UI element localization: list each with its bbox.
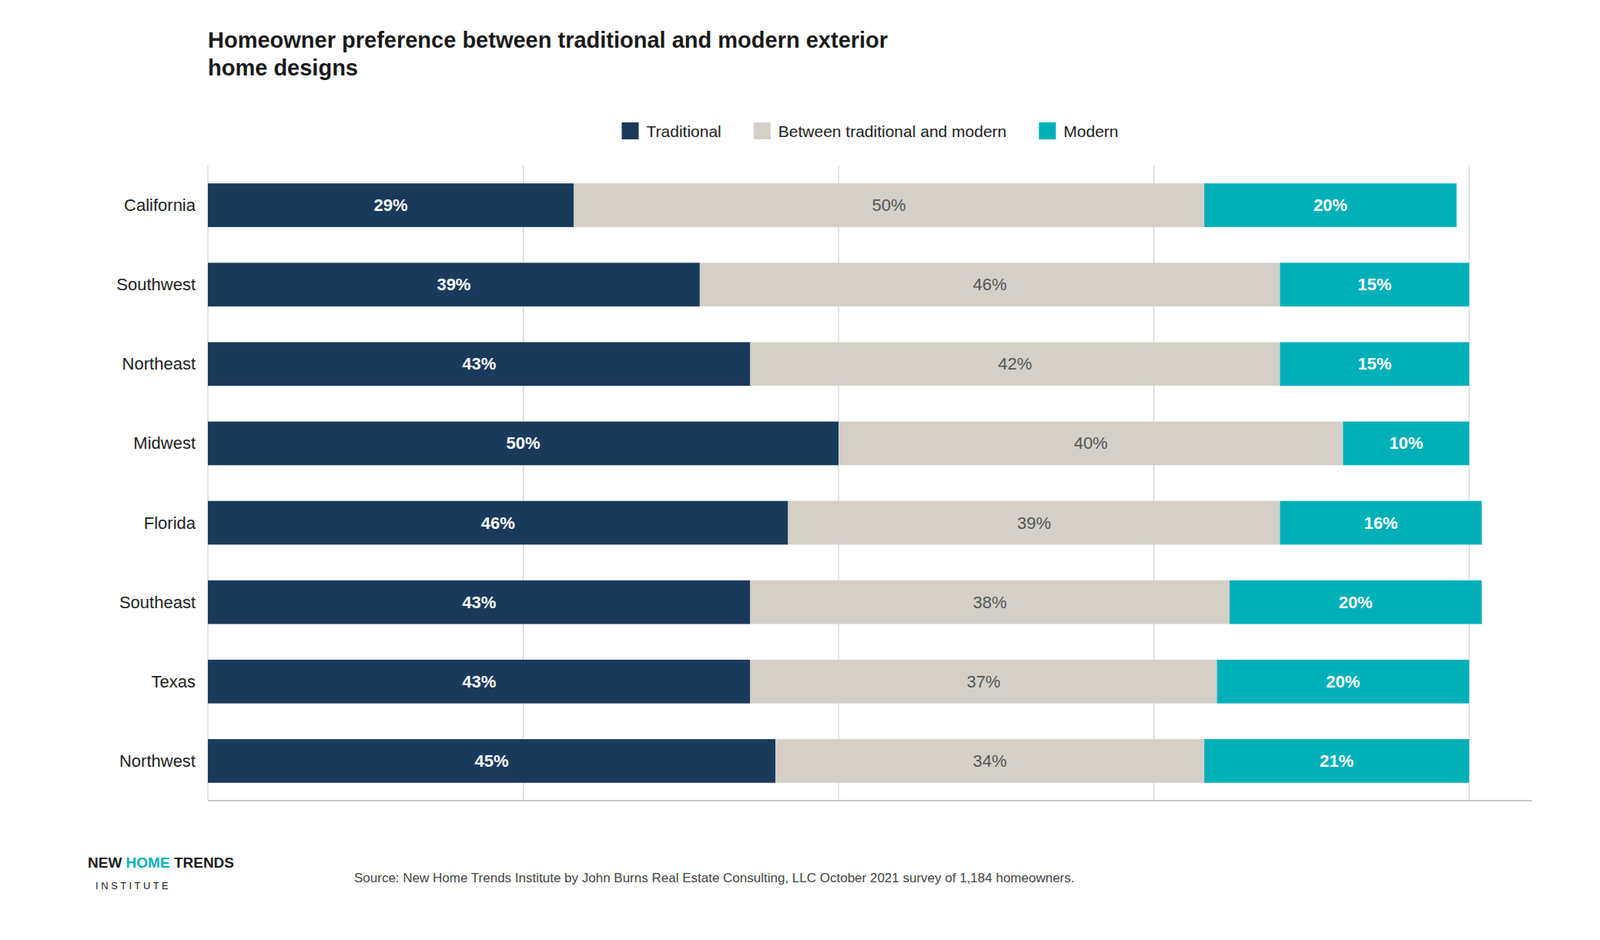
title: Homeowner preference between traditional… <box>207 27 888 81</box>
data-label: 20% <box>1325 672 1360 692</box>
x-axis-line <box>207 800 1533 802</box>
data-label: 29% <box>374 195 409 215</box>
logo-word: TRENDS <box>170 854 235 871</box>
bar-segment <box>207 659 750 704</box>
data-label: 15% <box>1357 354 1392 374</box>
bar-segment <box>749 659 1217 704</box>
source-text: Source: New Home Trends Institute by Joh… <box>354 870 1075 886</box>
data-label: 43% <box>461 672 496 692</box>
bar-segment <box>838 421 1343 466</box>
bar-segment <box>207 580 750 625</box>
data-label: 39% <box>1017 513 1052 533</box>
bar-segment <box>573 183 1205 228</box>
grid <box>207 165 1470 801</box>
title-line: home designs <box>207 55 359 81</box>
data-label: 15% <box>1357 274 1392 295</box>
legend-label: Traditional <box>646 122 721 141</box>
bar-segment <box>1204 739 1470 784</box>
bar-segment <box>1216 659 1470 704</box>
data-label: 16% <box>1363 513 1398 533</box>
chart: Homeowner preference between traditional… <box>0 0 1600 940</box>
data-label: 38% <box>973 592 1008 613</box>
legend-item: Modern <box>1038 122 1118 141</box>
bar-segment <box>1279 262 1470 307</box>
legend: Traditional Between traditional and moder… <box>621 122 1118 141</box>
legend-label: Between traditional and modern <box>778 122 1008 141</box>
bar-segment <box>749 580 1229 625</box>
bar-segment <box>749 341 1280 386</box>
legend-label: Modern <box>1063 122 1118 141</box>
bar-segment <box>207 183 574 228</box>
legend-swatch <box>753 122 771 140</box>
data-label: 37% <box>966 672 1001 692</box>
data-label: 42% <box>997 354 1032 374</box>
data-label: 43% <box>461 592 496 613</box>
bar-segment <box>788 501 1281 546</box>
data-label: 43% <box>461 354 496 374</box>
grid-line <box>1153 165 1155 801</box>
bar-segment <box>1279 341 1470 386</box>
data-label: 45% <box>475 751 509 771</box>
data-label: 50% <box>506 433 541 453</box>
bar-segment <box>207 341 750 386</box>
y-tick-label: Southeast <box>119 592 196 613</box>
data-label: 40% <box>1074 433 1108 453</box>
grid-line <box>838 165 840 801</box>
bar-segment <box>1279 501 1482 546</box>
legend-item: Between traditional and modern <box>753 122 1008 141</box>
data-label: 46% <box>481 513 516 533</box>
y-tick-label: Southwest <box>116 274 196 295</box>
bars <box>207 183 1482 784</box>
data-label: 20% <box>1313 195 1348 215</box>
logo-institute: I N S T I T U T E <box>95 880 169 892</box>
bar-segment <box>1229 580 1483 625</box>
data-label: 34% <box>973 751 1008 771</box>
data-label: 10% <box>1389 433 1423 453</box>
data-labels: 29% 39% 43% 50% 46% 43% 43% 45% 50% 46% 42% 40% 39% 3… <box>374 195 1424 771</box>
bar-segment <box>1204 183 1457 228</box>
legend-item: Traditional <box>621 122 721 141</box>
logo-word: NEW <box>87 854 122 871</box>
bar-segment <box>699 262 1281 307</box>
bar-segment <box>1342 421 1470 466</box>
bar-segment <box>775 739 1205 784</box>
data-label: 20% <box>1338 592 1373 613</box>
grid-line <box>207 165 209 801</box>
y-tick-label: California <box>123 195 197 215</box>
y-tick-label: Texas <box>151 672 196 692</box>
data-label: 39% <box>436 274 471 295</box>
data-label: 46% <box>973 274 1008 295</box>
grid-line <box>1469 165 1470 801</box>
bar-segment <box>207 501 789 546</box>
y-tick-label: Florida <box>143 513 197 533</box>
bar-segment <box>207 739 776 784</box>
y-tick-label: Northeast <box>122 354 196 374</box>
data-label: 21% <box>1319 751 1354 771</box>
logo: NEW HOME TRENDS <box>87 854 235 871</box>
bar-segment <box>207 421 839 466</box>
legend-swatch <box>621 122 639 140</box>
bar-segment <box>207 262 700 307</box>
y-tick-label: Midwest <box>133 433 196 453</box>
grid-line <box>522 165 524 801</box>
logo-word: HOME <box>121 854 170 871</box>
legend-swatch <box>1038 122 1056 140</box>
y-tick-label: Northwest <box>119 751 196 771</box>
title-line: Homeowner preference between traditional… <box>207 27 888 53</box>
data-label: 50% <box>872 195 907 215</box>
